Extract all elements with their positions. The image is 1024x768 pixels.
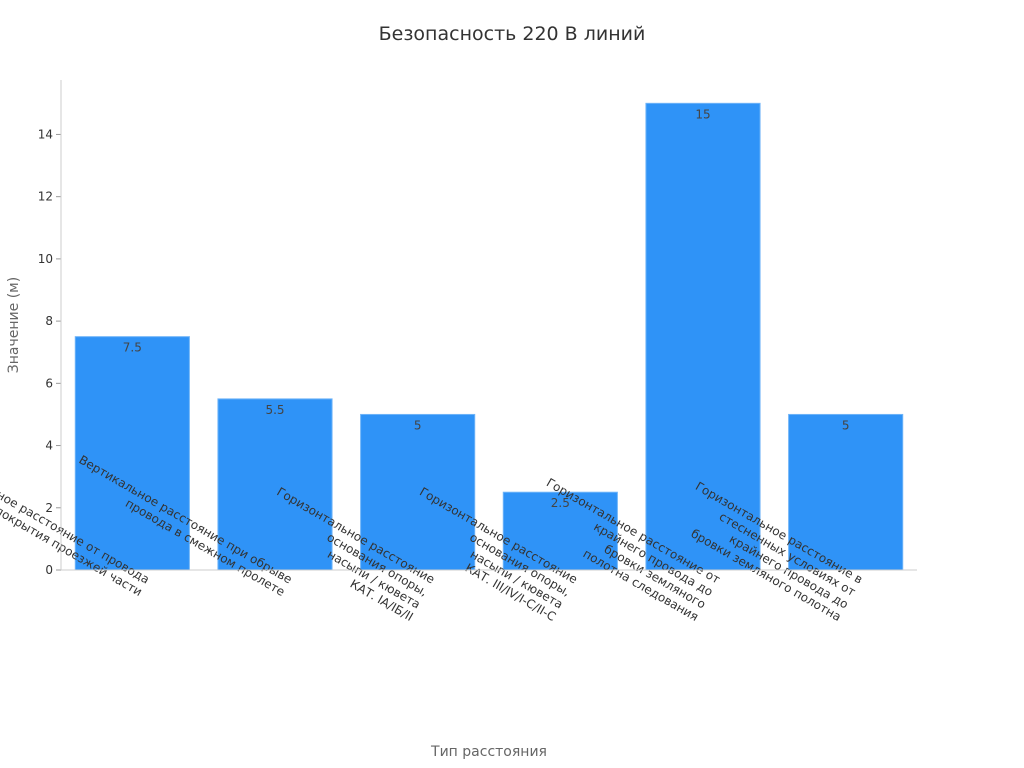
y-tick-label: 8 [45, 314, 53, 328]
y-tick-label: 4 [45, 439, 53, 453]
bar-value-label: 5 [842, 418, 850, 432]
bar[interactable] [788, 413, 904, 571]
bars-group [74, 102, 904, 571]
y-tick-label: 6 [45, 376, 53, 390]
data-labels-group: 7.5 5.5 5 2.5 15 5 [123, 107, 850, 510]
bar-value-label: 2.5 [551, 496, 570, 510]
y-axis-title: Значение (м) [6, 277, 22, 373]
bar-value-label: 5 [414, 418, 422, 432]
bar-value-label: 7.5 [123, 341, 142, 355]
bar[interactable] [217, 398, 333, 571]
y-tick-label: 10 [38, 252, 53, 266]
chart-title: Безопасность 220 В линий [379, 23, 646, 45]
bar-value-label: 15 [695, 107, 710, 121]
y-tick-label: 2 [45, 501, 53, 515]
bar[interactable] [502, 491, 618, 571]
y-tick-label: 0 [45, 563, 53, 577]
x-axis-title: Тип расстояния [430, 744, 547, 760]
bar-value-label: 5.5 [265, 403, 284, 417]
bar[interactable] [74, 336, 190, 571]
bar[interactable] [360, 413, 476, 571]
bar[interactable] [645, 102, 761, 571]
y-tick-label: 14 [38, 127, 53, 141]
y-tick-label: 12 [38, 190, 53, 204]
y-axis-ticks: 0 2 4 6 8 10 12 14 [38, 127, 61, 577]
